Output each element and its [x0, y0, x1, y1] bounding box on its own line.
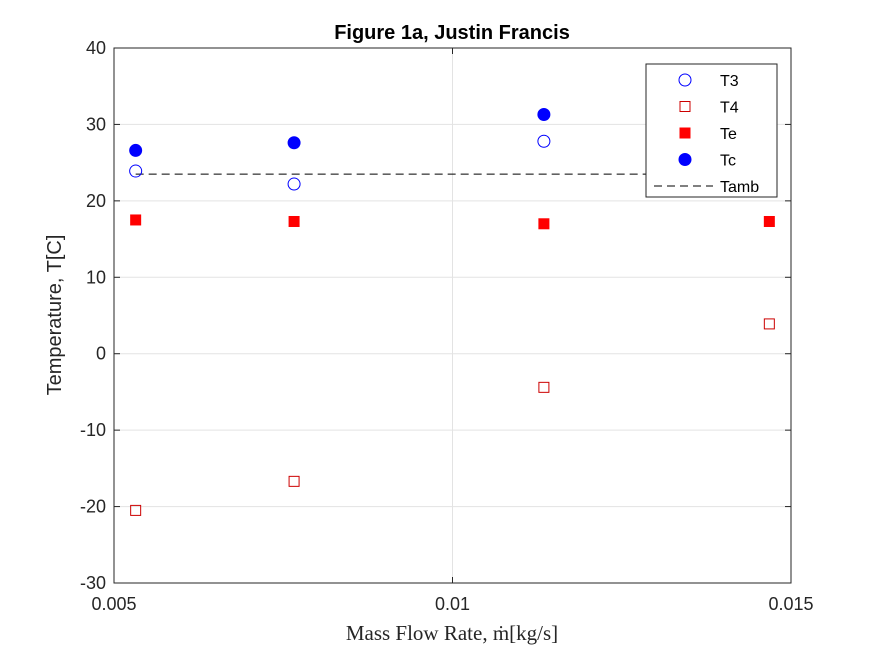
data-point-te [763, 215, 775, 227]
legend-label-tamb: Tamb [720, 179, 759, 196]
legend-label-te: Te [720, 126, 737, 143]
y-axis-label: Temperature, T[C] [44, 235, 66, 396]
data-point-t4 [763, 318, 775, 330]
legend-marker-tc [678, 153, 692, 166]
y-tick-label: 0 [96, 344, 106, 364]
data-point-t4 [288, 475, 300, 487]
data-point-t4 [130, 504, 142, 516]
legend-marker-t4 [679, 101, 691, 112]
legend-label-t3: T3 [720, 73, 739, 90]
y-tick-label: -10 [80, 420, 106, 440]
y-tick-label: 10 [86, 267, 106, 287]
legend: T3 T4 Te Tc Tamb [645, 63, 778, 198]
y-tick-label: 40 [86, 38, 106, 58]
ticks [113, 47, 792, 584]
data-point-tc [129, 143, 143, 157]
data-point-t4 [538, 381, 550, 393]
legend-item-te: Te [679, 126, 737, 143]
series-tc [129, 107, 551, 157]
legend-label-t4: T4 [720, 100, 739, 117]
legend-item-tc: Tc [678, 153, 736, 170]
series-t3 [129, 134, 551, 191]
x-axis-label: Mass Flow Rate, ṁ[kg/s] [346, 621, 558, 645]
y-tick-label: -20 [80, 497, 106, 517]
x-tick-label: 0.01 [435, 594, 470, 614]
data-point-t3 [537, 134, 551, 148]
legend-label-tc: Tc [720, 153, 736, 170]
data-point-tc [537, 107, 551, 121]
legend-marker-te [679, 127, 691, 139]
tick-labels: 0.005 0.01 0.015 -30 -20 -10 0 10 20 30 40 [80, 38, 814, 614]
y-tick-label: 20 [86, 191, 106, 211]
data-point-t3 [129, 164, 143, 178]
data-point-te [130, 214, 142, 226]
series-te [130, 214, 775, 230]
chart-title: Figure 1a, Justin Francis [334, 22, 570, 44]
data-point-tc [287, 136, 301, 150]
series-layer [129, 107, 775, 516]
legend-item-t3: T3 [678, 73, 739, 90]
legend-marker-t3 [678, 73, 692, 87]
series-t4 [130, 318, 775, 516]
legend-box [645, 63, 778, 198]
legend-item-t4: T4 [679, 100, 739, 117]
x-tick-label: 0.005 [91, 594, 136, 614]
y-tick-label: 30 [86, 114, 106, 134]
legend-item-tamb: Tamb [654, 179, 759, 196]
data-point-t3 [287, 177, 301, 191]
y-tick-label: -30 [80, 573, 106, 593]
data-point-te [288, 215, 300, 227]
data-point-te [538, 218, 550, 230]
x-tick-label: 0.015 [768, 594, 813, 614]
